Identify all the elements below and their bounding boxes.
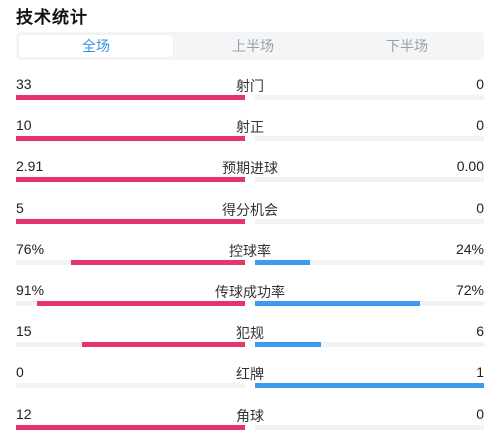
period-tabs: 全场 上半场 下半场: [16, 32, 484, 60]
home-value: 2.91: [16, 158, 44, 175]
stat-name: 预期进球: [222, 160, 278, 177]
home-bar-fill: [16, 95, 245, 100]
stat-row: 5 得分机会 0: [16, 196, 484, 237]
home-bar-fill: [82, 342, 245, 348]
tab-first-half[interactable]: 上半场: [232, 38, 274, 54]
home-value: 10: [16, 117, 32, 134]
stat-name: 传球成功率: [215, 283, 285, 300]
away-bar-fill: [255, 342, 322, 348]
home-bar-fill: [16, 177, 245, 183]
stat-name: 角球: [236, 407, 264, 424]
stat-row: 33 射门 0: [16, 72, 484, 113]
away-bar-fill: [255, 300, 420, 306]
away-bar-track: [255, 136, 484, 142]
home-value: 5: [16, 199, 24, 216]
stat-name: 犯规: [236, 325, 264, 342]
home-bar-track: [16, 383, 245, 389]
home-value: 12: [16, 405, 32, 422]
away-value: 0.00: [456, 158, 484, 175]
stat-name: 射门: [236, 78, 264, 94]
home-bar-track: [16, 136, 245, 142]
away-bar-track: [255, 259, 484, 265]
away-bar-track: [255, 218, 484, 224]
home-bar-fill: [16, 136, 245, 142]
stat-name: 得分机会: [222, 201, 278, 218]
home-bar-track: [16, 424, 245, 430]
away-value: 24%: [455, 240, 484, 257]
stat-row: 2.91 预期进球 0.00: [16, 154, 484, 195]
stats-list: 33 射门 0 10 射正 0 2.91 预期进球 0.00 5 得分机会 0 76% 控球率 24% 91%…: [16, 72, 484, 443]
away-value: 72%: [455, 281, 484, 298]
home-bar-track: [16, 218, 245, 224]
away-value: 6: [476, 323, 484, 340]
home-bar-fill: [36, 300, 245, 306]
stat-name: 控球率: [229, 242, 271, 259]
home-value: 76%: [16, 240, 45, 257]
home-value: 0: [16, 364, 24, 381]
stat-row: 91% 传球成功率 72%: [16, 278, 484, 319]
home-bar-track: [16, 177, 245, 183]
away-bar-track: [255, 342, 484, 348]
tab-second-half[interactable]: 下半场: [386, 38, 428, 54]
home-bar-track: [16, 259, 245, 265]
stat-row: 76% 控球率 24%: [16, 237, 484, 278]
stat-name: 射正: [236, 119, 264, 136]
home-bar-track: [16, 95, 245, 100]
stat-row: 12 角球 0: [16, 402, 484, 443]
away-bar-track: [255, 383, 484, 389]
away-bar-track: [255, 300, 484, 306]
home-bar-fill: [70, 259, 245, 265]
stat-row: 10 射正 0: [16, 113, 484, 154]
home-value: 91%: [16, 281, 45, 298]
away-bar-track: [255, 177, 484, 183]
away-value: 0: [476, 76, 484, 92]
away-bar-track: [255, 424, 484, 430]
home-value: 33: [16, 76, 32, 92]
tab-full-match[interactable]: 全场: [18, 34, 174, 58]
away-value: 0: [476, 405, 484, 422]
stat-name: 红牌: [236, 366, 264, 383]
away-value: 0: [476, 199, 484, 216]
away-value: 1: [476, 364, 484, 381]
stat-row: 0 红牌 1: [16, 360, 484, 401]
home-bar-fill: [16, 424, 245, 430]
away-value: 0: [476, 117, 484, 134]
stat-row: 15 犯规 6: [16, 319, 484, 360]
away-bar-fill: [255, 383, 484, 389]
home-bar-track: [16, 300, 245, 306]
away-bar-fill: [255, 259, 310, 265]
home-bar-track: [16, 342, 245, 348]
page-title: 技术统计: [16, 8, 88, 27]
away-bar-track: [255, 95, 484, 100]
home-value: 15: [16, 323, 32, 340]
home-bar-fill: [16, 218, 245, 224]
